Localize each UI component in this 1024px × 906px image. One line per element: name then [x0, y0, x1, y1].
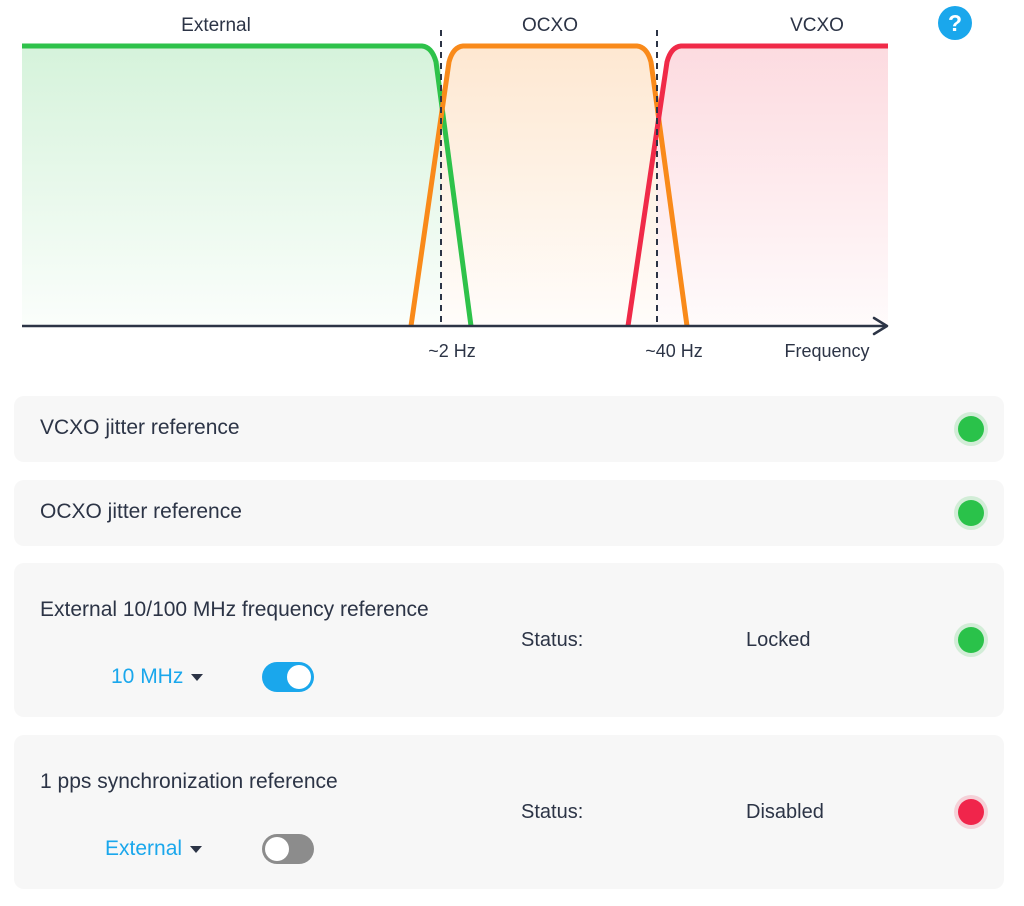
frequency-dropdown-value: 10 MHz: [111, 665, 184, 688]
card-title: VCXO jitter reference: [40, 416, 240, 439]
region-label-external: External: [181, 15, 251, 36]
axis-arrow-icon: [872, 316, 889, 336]
toggle-knob: [265, 837, 289, 861]
pps-synchronization-toggle[interactable]: [262, 834, 314, 864]
help-question-icon[interactable]: ?: [938, 6, 972, 40]
sync-source-dropdown[interactable]: External: [105, 837, 203, 861]
frequency-dropdown[interactable]: 10 MHz: [111, 665, 204, 689]
caret-down-icon: [191, 673, 204, 681]
card-title: External 10/100 MHz frequency reference: [40, 598, 429, 621]
status-led-red-icon: [958, 799, 984, 825]
external-band-curve: [22, 43, 474, 327]
marker-label-40hz: ~40 Hz: [645, 341, 703, 361]
vcxo-jitter-reference-card: VCXO jitter reference: [14, 396, 1004, 462]
pps-synchronization-reference-card: 1 pps synchronization reference External…: [14, 735, 1004, 889]
vcxo-band-fill: [657, 46, 888, 326]
status-led-green-icon: [958, 500, 984, 526]
status-led-green-icon: [958, 627, 984, 653]
status-label: Status:: [521, 801, 584, 823]
status-label: Status:: [521, 629, 584, 651]
ocxo-band-fill: [441, 46, 657, 326]
status-value: Disabled: [746, 801, 824, 823]
card-title: OCXO jitter reference: [40, 500, 242, 523]
region-label-ocxo: OCXO: [522, 15, 578, 36]
region-label-vcxo: VCXO: [790, 15, 844, 36]
frequency-reference-toggle[interactable]: [262, 662, 314, 692]
ocxo-jitter-reference-card: OCXO jitter reference: [14, 480, 1004, 546]
vcxo-band-curve: [625, 43, 888, 327]
caret-down-icon: [190, 845, 203, 853]
toggle-knob: [287, 665, 311, 689]
status-value: Locked: [746, 629, 811, 651]
external-frequency-reference-card: External 10/100 MHz frequency reference …: [14, 563, 1004, 717]
axis-label-frequency: Frequency: [784, 341, 869, 361]
frequency-band-diagram: External OCXO VCXO ~2 Hz ~40 Hz Frequenc…: [22, 15, 889, 361]
sync-source-dropdown-value: External: [105, 837, 183, 860]
external-band-fill: [22, 46, 441, 326]
marker-label-2hz: ~2 Hz: [428, 341, 476, 361]
ocxo-band-curve: [408, 43, 690, 327]
status-led-green-icon: [958, 416, 984, 442]
card-title: 1 pps synchronization reference: [40, 770, 338, 793]
